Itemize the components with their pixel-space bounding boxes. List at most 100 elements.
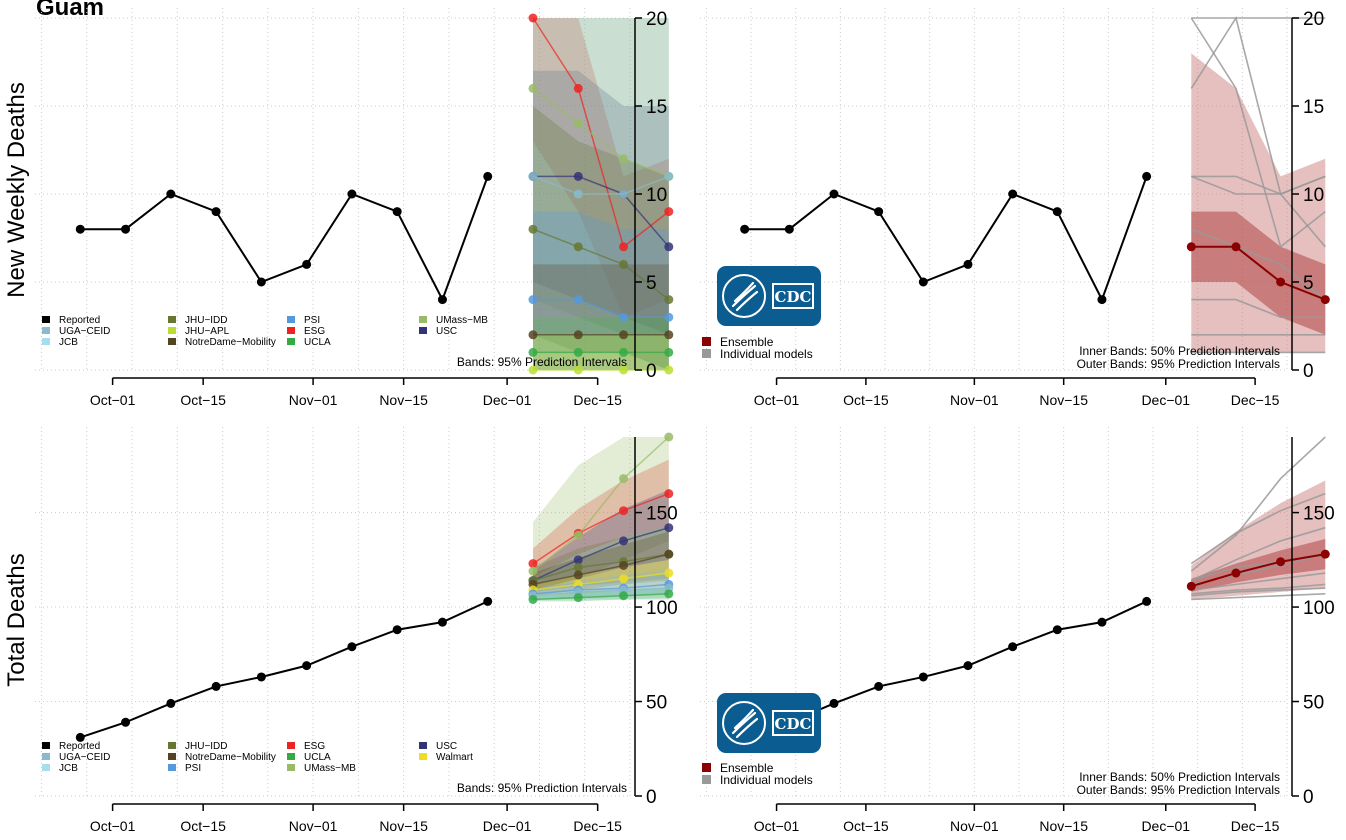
series-point-UCLA [528,594,538,604]
legend-label-JHU-APL: JHU−APL [185,326,230,337]
y-tick-label: 20 [1303,9,1324,30]
legend-label-UGA-CEID: UGA−CEID [59,326,110,337]
legend-swatch-NotreDame-Mobility [168,753,176,760]
cdc-logo-letters: CDC [775,288,812,306]
reported-point [347,189,357,199]
cdc-badge-inner [774,712,812,734]
legend-swatch-UMass-MB [287,764,295,771]
reported-point [347,642,357,652]
legend-swatch-ensemble [702,337,711,346]
reported-point [874,681,884,691]
legend-label-ESG: ESG [304,326,325,337]
series-point-UMass-MB [528,566,538,576]
series-point-UMass-MB [664,432,674,442]
series-point-UMass-MB [528,83,538,93]
hhs-eagle-icon [731,708,759,739]
legend-swatch-UMass-MB [419,316,427,323]
x-tick-label: Dec−15 [1231,818,1280,834]
individual-model-line [1191,572,1326,591]
legend-swatch-JCB [42,764,50,771]
reported-point [874,207,884,217]
series-line-USC [532,175,670,248]
series-point-JHU-APL [664,365,674,375]
individual-model-line [1190,492,1326,565]
x-tick-label: Nov−15 [1039,818,1088,834]
series-point-PSI [573,295,583,305]
reported-point [256,672,266,682]
series-point-Walmart [664,568,674,578]
legend-label-UGA-CEID: UGA−CEID [59,752,110,763]
x-tick-label: Dec−15 [573,818,622,834]
legend-swatch-UCLA [287,753,295,760]
reported-line [79,600,489,739]
reported-point [1052,625,1062,635]
series-line-PSI [532,298,669,318]
inner-bands-note: Inner Bands: 50% Prediction Intervals [1079,770,1280,784]
x-tick-label: Dec−15 [573,392,622,408]
legend-label-JCB: JCB [59,337,78,348]
legend-swatch-PSI [287,316,295,323]
x-tick-label: Nov−01 [950,818,999,834]
reported-point [483,596,493,606]
reported-point [963,259,973,269]
legend-swatch-individual [702,775,711,784]
series-point-NotreDame-Mobility [528,330,538,340]
legend-label-JHU-IDD: JHU−IDD [185,315,228,326]
x-tick-label: Nov−01 [950,392,999,408]
panel-top-left: Oct−01 Oct−15 Nov−01 Nov−15 Dec−01 Dec−15 0 5 10… [35,8,674,408]
y-tick-label: 150 [1303,504,1335,525]
reported-point [829,698,839,708]
series-point-UCLA [664,589,674,599]
individual-model-line [1191,593,1326,601]
ensemble-point [1186,242,1196,252]
legend-swatch-UGA-CEID [42,753,50,760]
series-point-NotreDame-Mobility [619,560,629,570]
reported-point [1097,295,1107,305]
cdc-logo: CDC [717,266,821,326]
hhs-seal-icon [722,274,766,318]
individual-model-line [1190,228,1326,301]
reported-point [211,681,221,691]
reported-point [392,625,402,635]
y-tick-label: 150 [646,504,678,525]
ensemble-line [1191,245,1326,301]
reported-point [121,717,131,727]
reported-point [1097,617,1107,627]
cdc-logo: CDC [717,693,821,753]
series-point-JHU-APL [573,365,583,375]
legend-swatch-UGA-CEID [42,327,50,334]
legend-label-UCLA: UCLA [304,752,331,763]
reported-point [121,224,131,234]
outer-bands-note: Outer Bands: 95% Prediction Intervals [1077,357,1280,371]
legend-label-NotreDame-Mobility: NotreDame−Mobility [185,337,276,348]
individual-model-line [1191,298,1326,318]
panel-bottom-left: Oct−01 Oct−15 Nov−01 Nov−15 Dec−01 Dec−15 0 50 1… [35,427,678,834]
legend-swatch-ESG [287,327,295,334]
series-point-JHU-IDD [664,295,674,305]
series-point-ESG [573,83,583,93]
legend-swatch-NotreDame-Mobility [168,338,176,345]
x-tick-label: Dec−01 [1141,392,1190,408]
legend-label-UCLA: UCLA [304,337,331,348]
ensemble-line [1191,553,1326,588]
y-tick-label: 5 [1303,273,1314,294]
legend-label-Walmart: Walmart [436,752,473,763]
series-point-UCLA [573,593,583,603]
panel-top-right: Oct−01 Oct−15 Nov−01 Nov−15 Dec−01 Dec−15 0 5 10… [700,8,1330,408]
x-tick-label: Oct−15 [180,392,226,408]
x-tick-label: Oct−15 [843,818,889,834]
series-point-USC [664,242,674,252]
series-point-UGA-CEID [528,171,538,181]
legend-swatch-ESG [287,742,295,749]
bands-note: Bands: 95% Prediction Intervals [457,781,627,795]
reported-point [166,189,176,199]
x-tick-label: Nov−15 [379,818,428,834]
x-tick-label: Oct−01 [754,818,800,834]
legend-label-JCB: JCB [59,763,78,774]
reported-line [80,176,489,303]
legend-label-PSI: PSI [304,315,320,326]
reported-point [963,661,973,671]
reported-point [918,277,928,287]
series-point-NotreDame-Mobility [664,549,674,559]
series-line-USC [532,526,670,582]
